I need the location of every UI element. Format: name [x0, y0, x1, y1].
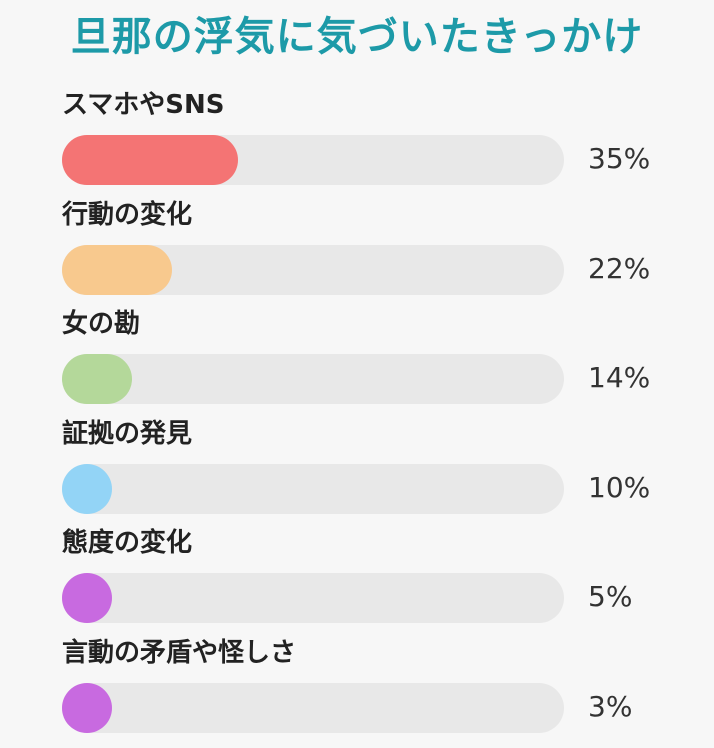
value-label: 22% [588, 252, 651, 285]
category-label: 証拠の発見 [62, 419, 193, 449]
value-label: 3% [588, 690, 633, 723]
bar-track [62, 464, 564, 514]
bar-row: スマホやSNS 35% [0, 88, 714, 198]
value-label: 14% [588, 361, 651, 394]
category-label: 女の勘 [62, 309, 141, 339]
value-label: 35% [588, 142, 651, 175]
bar [62, 573, 112, 623]
bar-row: 言動の矛盾や怪しさ 3% [0, 636, 714, 746]
bar [62, 354, 132, 404]
category-label: 言動の矛盾や怪しさ [62, 638, 297, 668]
bar-track [62, 354, 564, 404]
category-label: スマホやSNS [62, 90, 225, 120]
bar [62, 135, 238, 185]
bar-track [62, 683, 564, 733]
bar-track [62, 135, 564, 185]
value-label: 5% [588, 580, 633, 613]
bar [62, 464, 112, 514]
bar-row: 女の勘 14% [0, 307, 714, 417]
category-label: 行動の変化 [62, 200, 193, 230]
bar [62, 683, 112, 733]
bar-track [62, 245, 564, 295]
bar [62, 245, 172, 295]
bar-track [62, 573, 564, 623]
category-label: 態度の変化 [62, 528, 193, 558]
chart-title: 旦那の浮気に気づいたきっかけ [70, 14, 644, 60]
bar-row: 証拠の発見 10% [0, 417, 714, 527]
value-label: 10% [588, 471, 651, 504]
bar-row: 行動の変化 22% [0, 198, 714, 308]
bar-row: 態度の変化 5% [0, 526, 714, 636]
